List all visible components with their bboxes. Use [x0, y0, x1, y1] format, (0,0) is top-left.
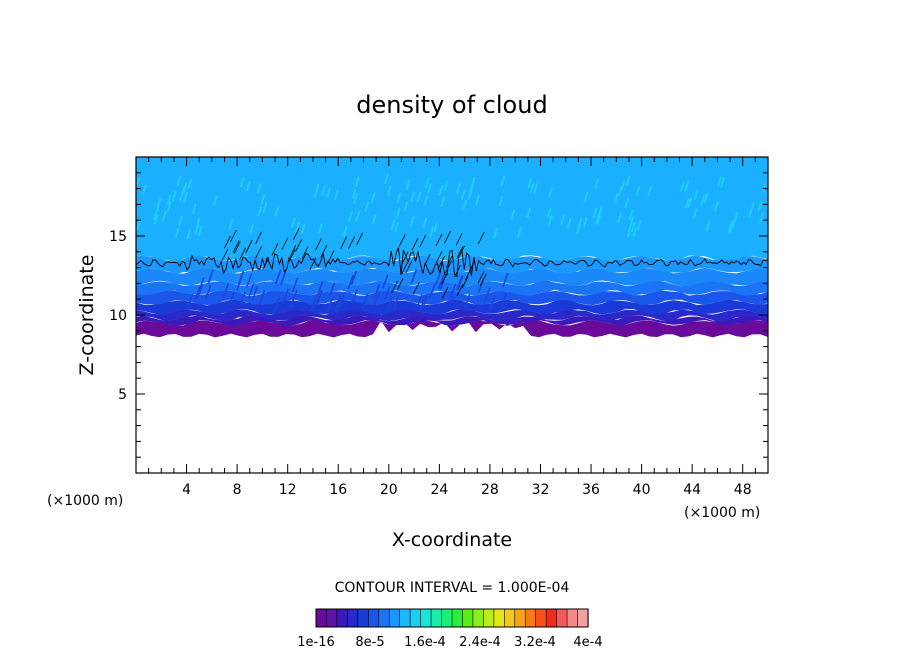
y-axis-label: Z-coordinate [76, 255, 98, 376]
colorbar-label-1: 8e-5 [355, 635, 384, 650]
y-axis: 5 10 15 [109, 172, 768, 458]
x-tick-label-20: 20 [380, 482, 398, 498]
chart-title: density of cloud [356, 91, 547, 119]
x-tick-label-8: 8 [233, 482, 242, 498]
colorbar-frame [315, 608, 589, 628]
x-tick-label-4: 4 [182, 482, 191, 498]
x-tick-label-24: 24 [430, 482, 448, 498]
y-tick-label-15: 15 [109, 229, 127, 245]
x-tick-label-28: 28 [481, 482, 499, 498]
colorbar-swatch-21 [535, 608, 547, 628]
cloud-layer-3 [136, 299, 768, 315]
colorbar-swatch-1 [326, 608, 338, 628]
colorbar-swatch-24 [566, 608, 579, 628]
colorbar-swatch-25 [577, 608, 589, 628]
colorbar-swatch-16 [483, 608, 495, 628]
colorbar-swatch-12 [441, 608, 453, 628]
colorbar-swatch-8 [399, 608, 411, 628]
x-tick-label-36: 36 [582, 482, 600, 498]
x-tick-label-16: 16 [329, 482, 347, 498]
cloud-layer-7 [136, 255, 768, 274]
colorbar-swatch-23 [556, 608, 568, 628]
colorbar: 1e-16 8e-5 1.6e-4 2.4e-4 3.2e-4 4e-4 [297, 608, 603, 650]
x-axis-label: X-coordinate [392, 529, 512, 551]
colorbar-swatch-19 [514, 608, 526, 628]
y-tick-label-5: 5 [118, 387, 127, 403]
colorbar-label-5: 4e-4 [573, 635, 602, 650]
plot-area [135, 156, 769, 474]
colorbar-label-2: 1.6e-4 [404, 635, 446, 650]
colorbar-label-0: 1e-16 [297, 635, 335, 650]
contour-interval: CONTOUR INTERVAL = 1.000E-04 [335, 580, 570, 596]
colorbar-swatch-5 [368, 608, 380, 628]
x-tick-label-44: 44 [683, 482, 701, 498]
colorbar-swatch-9 [409, 608, 422, 628]
x-tick-label-12: 12 [279, 482, 297, 498]
colorbar-swatch-18 [504, 608, 516, 628]
colorbar-swatch-22 [545, 608, 558, 628]
cloud-layer-8 [136, 157, 768, 261]
colorbar-swatch-3 [347, 608, 359, 628]
colorbar-swatch-2 [336, 608, 348, 628]
colorbar-swatch-17 [493, 608, 505, 628]
colorbar-swatch-20 [524, 608, 537, 628]
cloud-layer-4 [136, 289, 768, 305]
x-axis-unit-right: (×1000 m) [684, 505, 760, 521]
x-tick-label-40: 40 [633, 482, 651, 498]
colorbar-swatch-10 [420, 608, 432, 628]
y-tick-label-10: 10 [109, 308, 127, 324]
cloud-layer-2 [136, 308, 768, 322]
cloud-layer-5 [136, 280, 768, 296]
colorbar-swatch-7 [388, 608, 401, 628]
x-tick-label-48: 48 [734, 482, 752, 498]
contour-line [136, 247, 768, 278]
cloud-layer-6 [136, 267, 768, 287]
colorbar-swatch-4 [357, 608, 369, 628]
colorbar-swatch-15 [472, 608, 484, 628]
colorbar-swatch-6 [378, 608, 390, 628]
colorbar-swatch-14 [462, 608, 474, 628]
colorbar-label-4: 3.2e-4 [514, 635, 556, 650]
colorbar-label-3: 2.4e-4 [459, 635, 501, 650]
x-axis-unit-left: (×1000 m) [47, 493, 123, 509]
contour-hatches [221, 227, 487, 300]
colorbar-swatch-0 [315, 608, 328, 628]
x-axis: 4 8 12 16 20 24 28 32 36 40 44 48 [148, 157, 756, 498]
cloud-streaks [136, 173, 767, 240]
cloud-layer-0 [136, 319, 768, 338]
colorbar-swatch-13 [451, 608, 464, 628]
colorbar-swatch-11 [430, 608, 443, 628]
x-tick-label-32: 32 [532, 482, 550, 498]
